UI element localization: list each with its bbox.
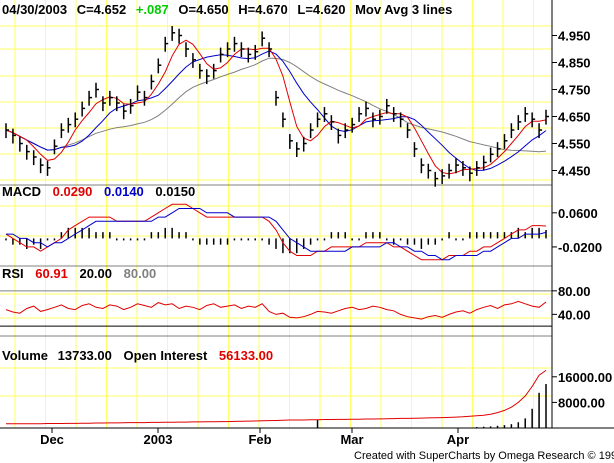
rsi-value: 60.91 — [35, 266, 68, 281]
volume-label: Volume — [2, 348, 48, 363]
header-high: H=4.670 — [238, 2, 288, 17]
volume-y-tick: 16000.00 — [558, 370, 612, 385]
oi-value: 56133.00 — [219, 348, 273, 363]
volume-header: Volume 13733.00 Open Interest 56133.00 — [2, 348, 273, 363]
x-tick-label: Dec — [40, 432, 64, 447]
grid — [0, 0, 552, 428]
price-panel — [5, 26, 549, 187]
macd-signal-line — [6, 208, 547, 261]
macd-signal-value: 0.0140 — [104, 184, 144, 199]
x-tick-label: Mar — [340, 432, 363, 447]
rsi-title: RSI — [2, 266, 24, 281]
x-tick-label: Feb — [248, 432, 271, 447]
x-tick-label: Apr — [447, 432, 469, 447]
macd-hist-value: 0.0150 — [155, 184, 195, 199]
macd-value: 0.0290 — [53, 184, 93, 199]
price-y-tick: 4.450 — [558, 164, 591, 179]
rsi-y-tick: 80.00 — [558, 284, 591, 299]
price-header: 04/30/2003 C=4.652 +.087 O=4.650 H=4.670… — [2, 2, 452, 17]
price-y-tick: 4.950 — [558, 29, 591, 44]
header-low: L=4.620 — [297, 2, 345, 17]
price-y-tick: 4.850 — [558, 56, 591, 71]
axes: 4.950 4.850 4.750 4.650 4.550 4.450 0.0600 -0.0… — [0, 0, 614, 447]
macd-line — [5, 203, 547, 261]
header-date: 04/30/2003 — [2, 2, 67, 17]
macd-y-tick: -0.0200 — [558, 240, 602, 255]
price-y-tick: 4.750 — [558, 83, 591, 98]
rsi-header: RSI 60.91 20.00 80.00 — [2, 266, 156, 281]
macd-header: MACD 0.0290 0.0140 0.0150 — [2, 184, 195, 199]
price-y-tick: 4.550 — [558, 137, 591, 152]
header-study: Mov Avg 3 lines — [355, 2, 452, 17]
header-open: O=4.650 — [178, 2, 228, 17]
macd-y-tick: 0.0600 — [558, 206, 598, 221]
rsi-line — [5, 300, 547, 320]
volume-panel — [6, 369, 547, 428]
ma-mid-line — [5, 50, 547, 172]
oi-label: Open Interest — [123, 348, 207, 363]
open-interest-line — [6, 369, 547, 425]
header-change: +.087 — [136, 2, 169, 17]
volume-y-tick: 8000.00 — [558, 395, 605, 410]
rsi-y-tick: 40.00 — [558, 307, 591, 322]
volume-value: 13733.00 — [58, 348, 112, 363]
credit-text: Created with SuperCharts by Omega Resear… — [354, 450, 614, 462]
rsi-lower: 20.00 — [79, 266, 112, 281]
rsi-upper: 80.00 — [124, 266, 157, 281]
price-y-tick: 4.650 — [558, 110, 591, 125]
header-close: C=4.652 — [77, 2, 127, 17]
macd-title: MACD — [2, 184, 41, 199]
x-tick-label: 2003 — [144, 432, 173, 447]
rsi-panel — [0, 290, 552, 327]
macd-panel — [5, 203, 547, 261]
